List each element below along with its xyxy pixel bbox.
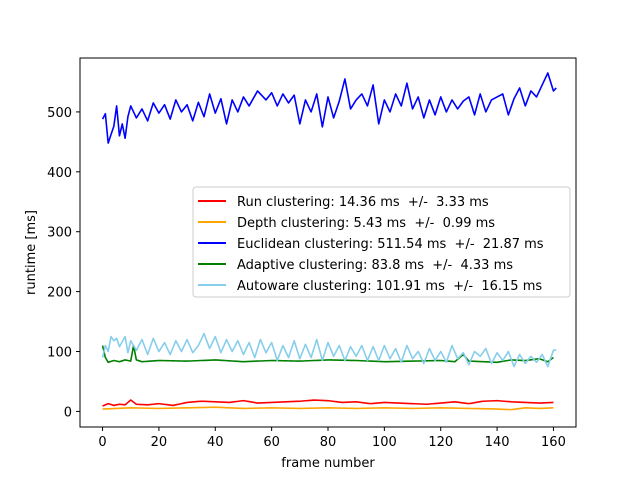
- legend-box: [192, 186, 571, 298]
- series-line-run-clustering: [102, 399, 554, 407]
- x-tick-label: 60: [263, 435, 280, 450]
- legend-label: Adaptive clustering: 83.8 ms +/- 4.33 ms: [237, 258, 513, 273]
- x-tick-label: 140: [485, 435, 510, 450]
- legend-label: Depth clustering: 5.43 ms +/- 0.99 ms: [237, 216, 495, 231]
- y-tick-label: 400: [47, 166, 72, 181]
- x-tick-label: 80: [320, 435, 337, 450]
- x-tick-label: 0: [98, 435, 106, 450]
- y-tick-label: 100: [47, 346, 72, 361]
- y-axis-label: runtime [ms]: [24, 210, 39, 295]
- series-layer: [101, 72, 557, 411]
- x-tick-label: 160: [541, 435, 566, 450]
- x-axis-label: frame number: [281, 456, 375, 471]
- x-tick-label: 20: [151, 435, 168, 450]
- x-tick-label: 100: [372, 435, 397, 450]
- legend-label: Run clustering: 14.36 ms +/- 3.33 ms: [237, 195, 489, 210]
- y-tick-label: 500: [47, 106, 72, 121]
- x-axis-ticks: 0 20 40 60 80 100 120 140 160: [98, 427, 566, 450]
- series-line-depth-clustering: [102, 406, 554, 411]
- legend-label: Autoware clustering: 101.91 ms +/- 16.15…: [237, 279, 542, 294]
- series-line-euclidean-clustering: [101, 72, 557, 144]
- series-line-adaptive-clustering: [101, 344, 554, 364]
- x-tick-label: 120: [428, 435, 453, 450]
- y-tick-label: 300: [47, 226, 72, 241]
- x-tick-label: 40: [207, 435, 224, 450]
- y-tick-label: 200: [47, 286, 72, 301]
- legend-label: Euclidean clustering: 511.54 ms +/- 21.8…: [237, 237, 544, 252]
- series-line-autoware-clustering: [101, 332, 557, 368]
- y-axis-ticks: 0 100 200 300 400 500: [47, 106, 80, 420]
- y-tick-label: 0: [64, 405, 72, 420]
- legend: Run clustering: 14.36 ms +/- 3.33 ms Dept…: [192, 186, 571, 298]
